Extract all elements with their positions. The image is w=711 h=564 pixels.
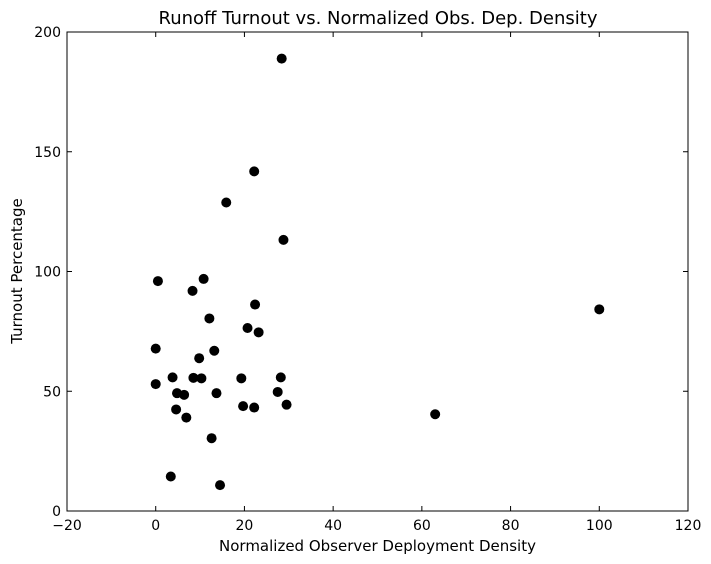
y-tick-label: 100 [34, 265, 61, 281]
y-tick-label: 200 [34, 25, 61, 41]
plot-frame [66, 31, 689, 512]
chart-title: Runoff Turnout vs. Normalized Obs. Dep. … [159, 8, 598, 29]
y-tick-label: 150 [34, 145, 61, 161]
x-axis-label: Normalized Observer Deployment Density [219, 537, 536, 555]
data-point [281, 399, 292, 410]
data-point [250, 299, 261, 310]
data-point [430, 409, 441, 420]
data-point [236, 373, 247, 384]
y-tick-label: 50 [43, 384, 61, 400]
data-points [150, 53, 605, 491]
data-point [188, 372, 199, 383]
data-point [206, 433, 217, 444]
data-point [181, 412, 192, 423]
x-tick-label: −20 [52, 518, 82, 534]
data-point [194, 353, 205, 364]
data-point [165, 471, 176, 482]
data-point [249, 402, 260, 413]
data-point [249, 166, 260, 177]
data-point [187, 285, 198, 296]
x-axis: −20 0 20 40 60 80 100 120 [52, 32, 701, 534]
data-point [221, 197, 232, 208]
data-point [215, 480, 226, 491]
data-point [253, 327, 264, 338]
data-point [198, 273, 209, 284]
plot-area [66, 31, 689, 512]
data-point [152, 276, 163, 287]
x-tick-label: 100 [586, 518, 613, 534]
x-tick-label: 80 [502, 518, 520, 534]
data-point [150, 343, 161, 354]
data-point [238, 401, 249, 412]
x-tick-label: 60 [413, 518, 431, 534]
data-point [276, 53, 287, 64]
data-point [278, 234, 289, 245]
data-point [275, 372, 286, 383]
data-point [209, 345, 220, 356]
data-point [150, 379, 161, 390]
y-axis-label: Turnout Percentage [8, 198, 26, 345]
data-point [242, 323, 253, 334]
data-point [211, 388, 222, 399]
y-tick-label: 0 [52, 504, 61, 520]
x-tick-label: 120 [675, 518, 702, 534]
data-point [196, 373, 207, 384]
data-point [272, 386, 283, 397]
x-tick-label: 20 [236, 518, 254, 534]
x-tick-label: 0 [151, 518, 160, 534]
data-point [204, 313, 215, 324]
data-point [167, 372, 178, 383]
data-point [179, 389, 190, 400]
x-tick-label: 40 [324, 518, 342, 534]
data-point [594, 304, 605, 315]
y-axis: 0 50 100 150 200 [34, 25, 688, 520]
data-point [171, 404, 182, 415]
